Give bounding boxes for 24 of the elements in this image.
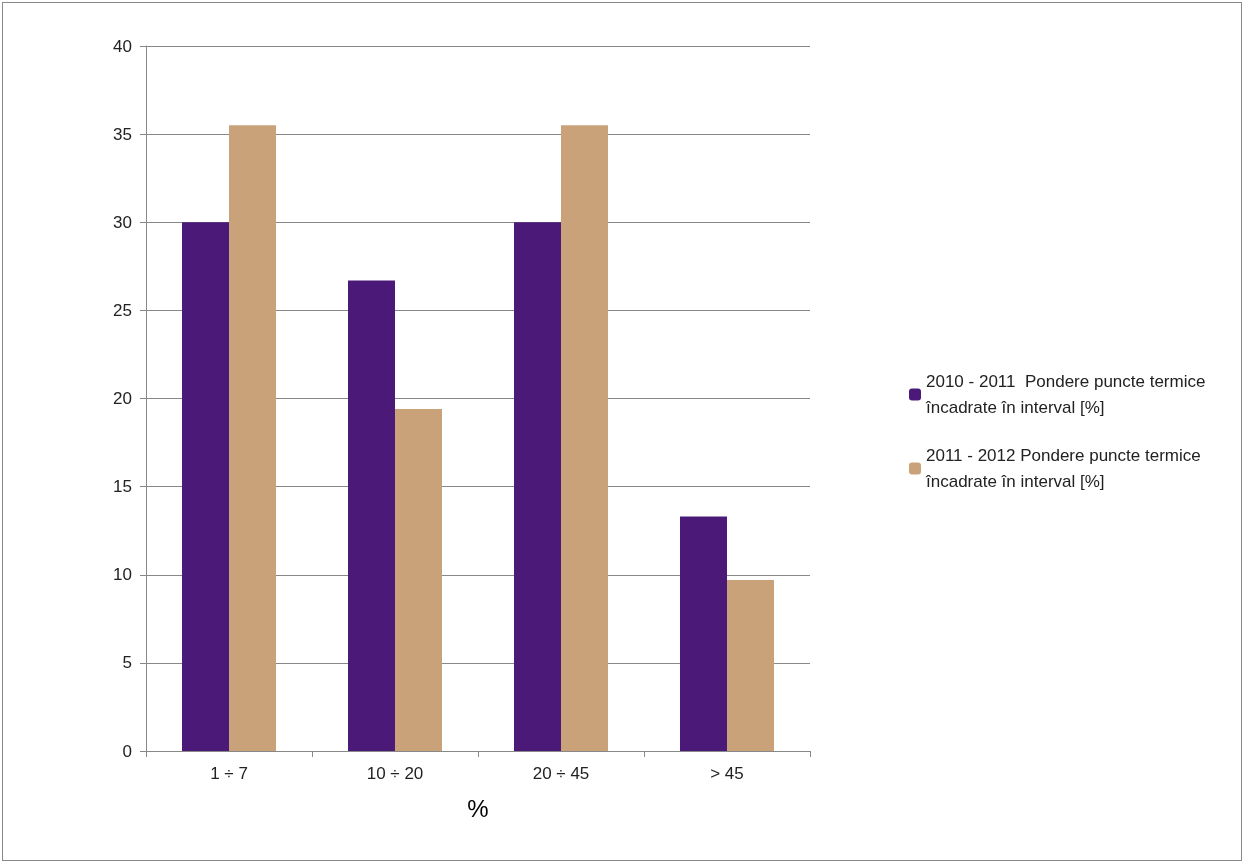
y-tick-label: 5: [122, 653, 132, 673]
bar: [182, 222, 229, 751]
bar: [229, 125, 276, 751]
y-tick-label: 20: [113, 389, 132, 408]
y-tick-label: 15: [113, 477, 132, 497]
y-tick-label: 30: [113, 212, 132, 232]
bar: [348, 280, 395, 751]
x-axis-title: %: [467, 794, 489, 822]
x-tick-label: 20 ÷ 45: [532, 764, 590, 783]
y-tick-label: 10: [113, 565, 132, 585]
x-tick-label: 10 ÷ 20: [366, 764, 424, 783]
bar: [727, 580, 774, 751]
legend-label: 2010 - 2011 Pondere puncte termice încadrate în interval [%]: [925, 372, 1211, 417]
legend-label: 2011 - 2012 Pondere puncte termice încadrate în interval [%]: [925, 446, 1206, 491]
y-tick-label: 0: [122, 741, 132, 761]
y-tick-label: 35: [113, 124, 132, 144]
bar: [514, 222, 561, 751]
bar: [680, 516, 727, 751]
y-tick-label: 40: [113, 36, 132, 56]
x-tick-label: 1 ÷ 7: [210, 764, 248, 783]
bar: [395, 409, 442, 751]
x-tick-label: > 45: [710, 764, 744, 783]
bar: [561, 125, 608, 751]
y-tick-label: 25: [113, 300, 132, 320]
